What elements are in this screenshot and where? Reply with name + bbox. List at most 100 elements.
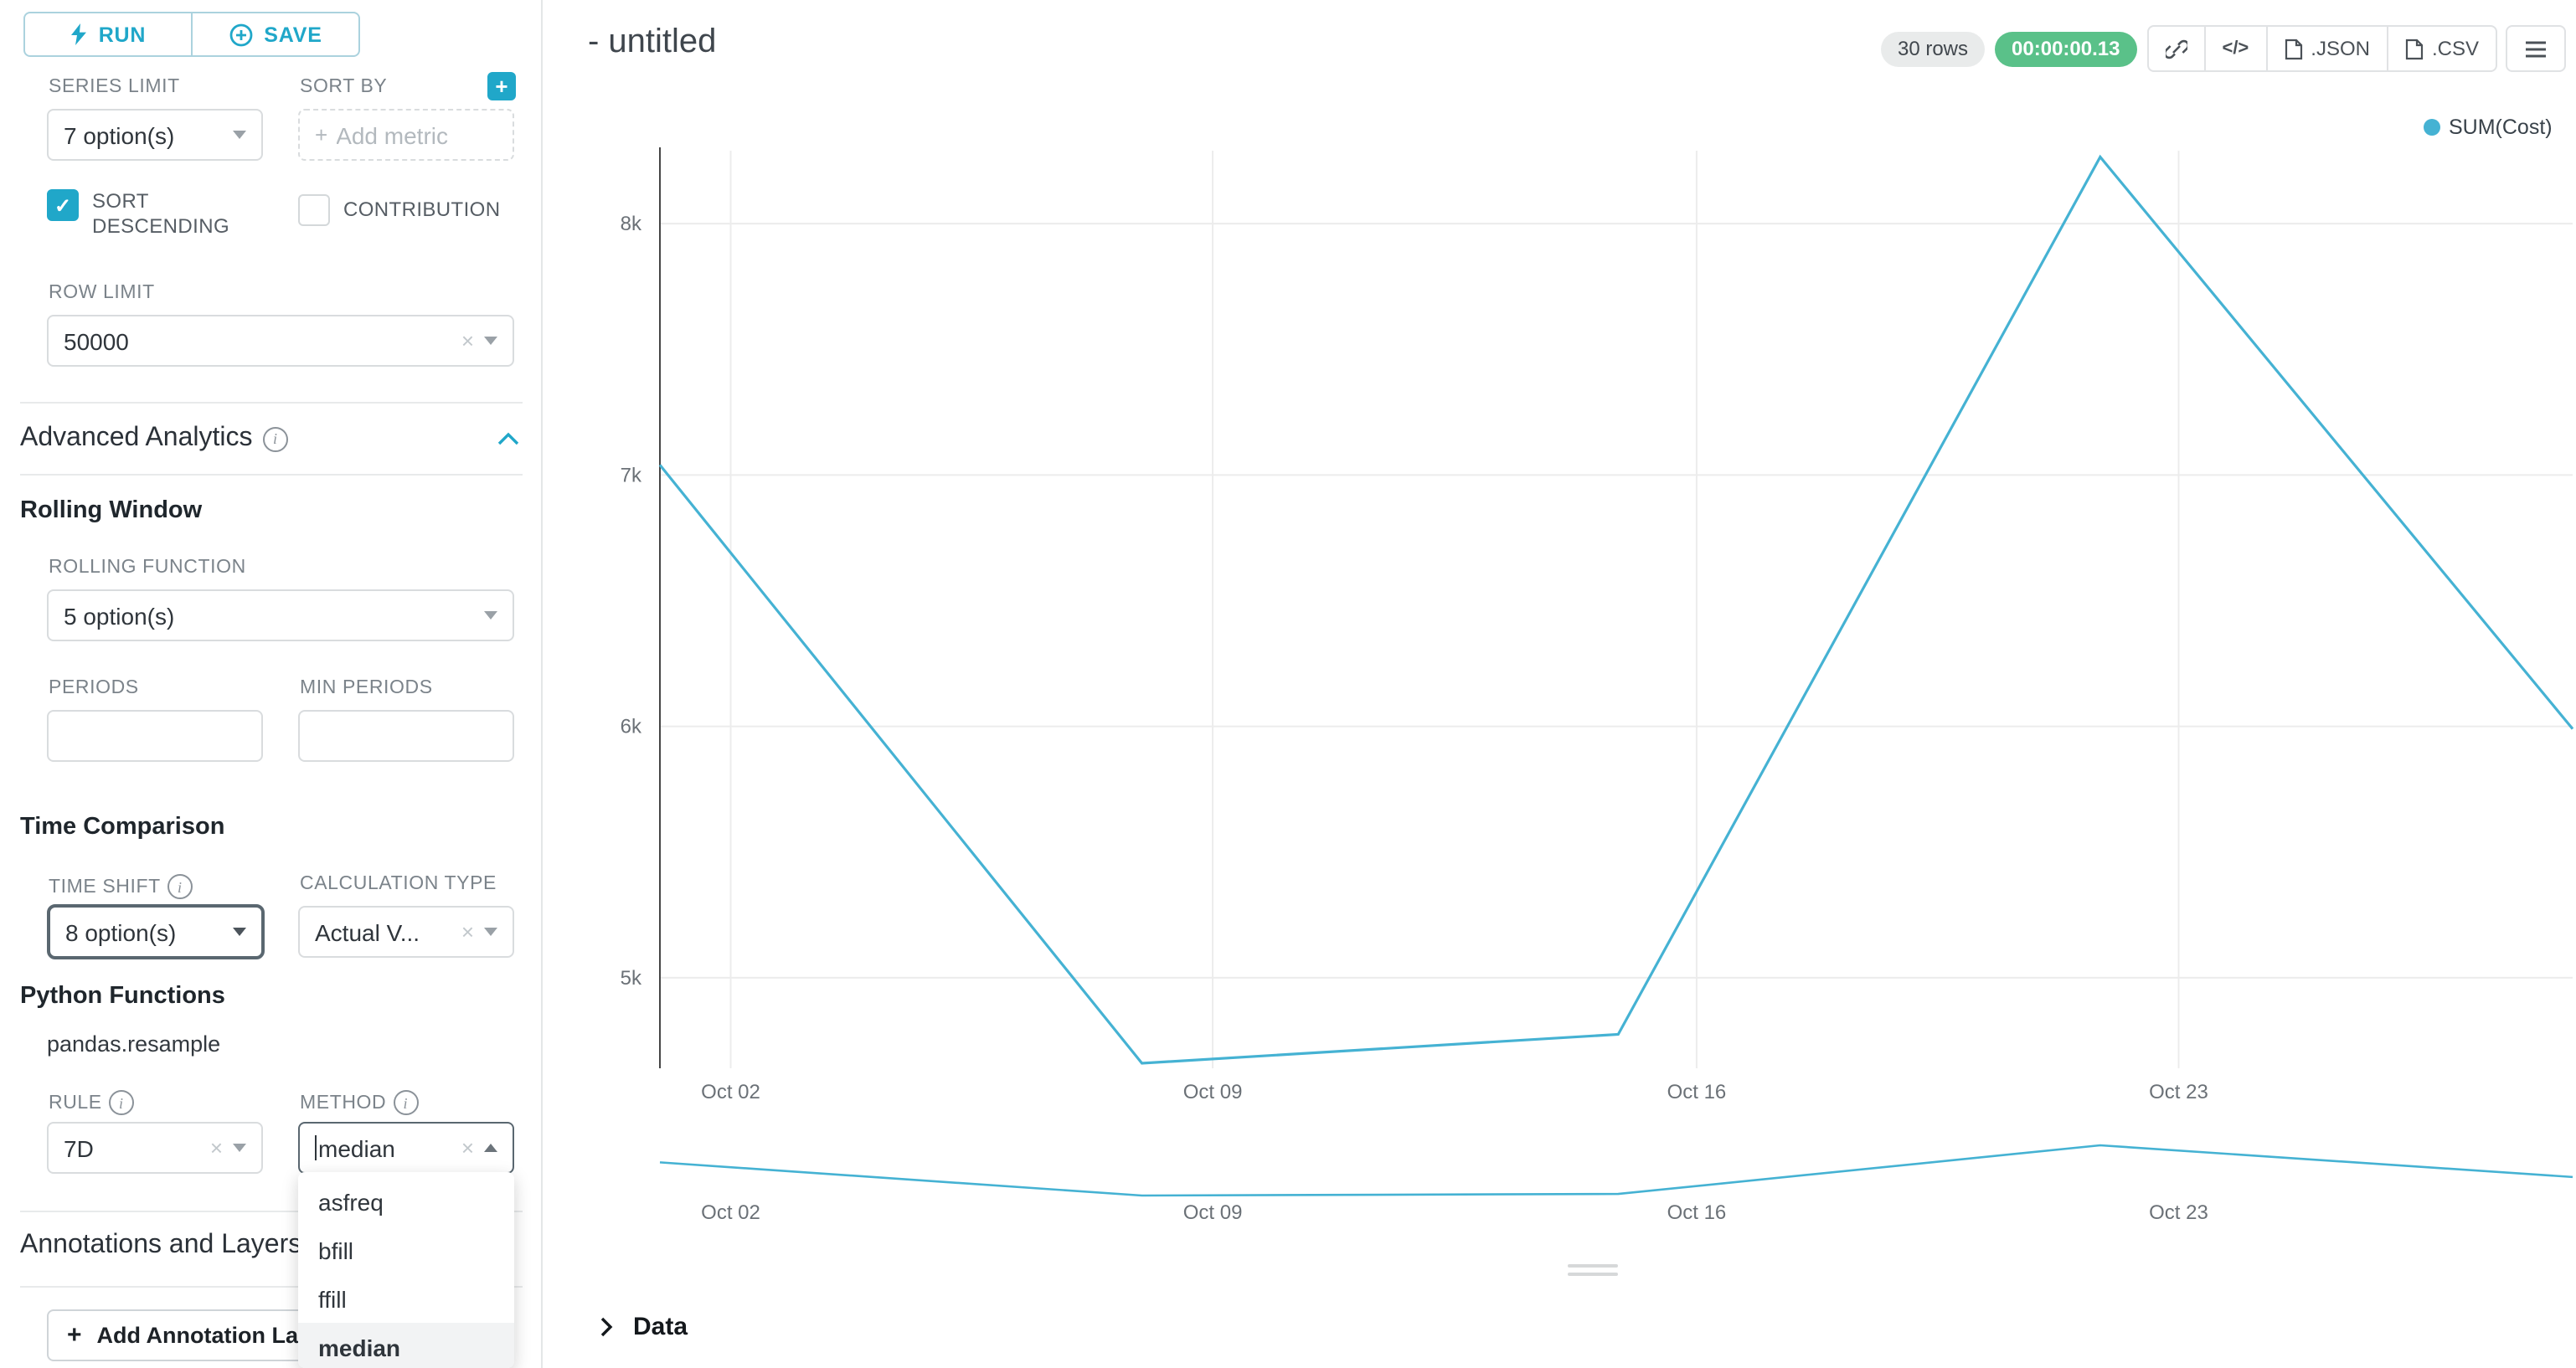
save-button[interactable]: SAVE bbox=[191, 12, 360, 57]
file-icon bbox=[2285, 38, 2302, 59]
chevron-right-icon bbox=[600, 1317, 613, 1337]
text-cursor bbox=[315, 1135, 317, 1160]
min-periods-label: MIN PERIODS bbox=[300, 678, 433, 698]
rule-select[interactable]: 7D × bbox=[47, 1122, 263, 1174]
info-icon[interactable]: i bbox=[262, 426, 288, 451]
rolling-function-select[interactable]: 5 option(s) bbox=[47, 589, 514, 641]
svg-text:5k: 5k bbox=[621, 967, 642, 990]
mini-preview-chart[interactable]: Oct 02 Oct 09 Oct 16 Oct 23 bbox=[544, 1132, 2576, 1236]
method-label: METHOD i bbox=[300, 1090, 419, 1115]
divider bbox=[20, 402, 523, 404]
chevron-down-icon bbox=[484, 928, 497, 936]
method-label-text: METHOD bbox=[300, 1093, 387, 1113]
time-shift-label: TIME SHIFT i bbox=[49, 874, 193, 899]
svg-text:Oct 16: Oct 16 bbox=[1667, 1081, 1727, 1103]
clear-icon[interactable]: × bbox=[461, 919, 474, 944]
handle-line bbox=[1568, 1264, 1618, 1268]
chart-legend[interactable]: SUM(Cost) bbox=[2424, 116, 2553, 139]
sort-descending-label: SORT DESCENDING bbox=[92, 189, 230, 238]
svg-text:Oct 23: Oct 23 bbox=[2149, 1081, 2208, 1103]
export-csv-button[interactable]: .CSV bbox=[2386, 25, 2497, 72]
lightning-icon bbox=[70, 23, 86, 45]
info-icon[interactable]: i bbox=[393, 1090, 419, 1115]
contribution-checkbox[interactable] bbox=[298, 194, 330, 226]
link-icon bbox=[2165, 39, 2187, 59]
run-save-group: RUN SAVE bbox=[23, 12, 360, 57]
method-combobox[interactable]: median × bbox=[298, 1122, 514, 1174]
time-shift-label-text: TIME SHIFT bbox=[49, 877, 161, 897]
time-comparison-title: Time Comparison bbox=[20, 814, 225, 841]
svg-text:7k: 7k bbox=[621, 464, 642, 486]
sort-descending-checkbox[interactable]: ✓ bbox=[47, 189, 79, 221]
contribution-label: CONTRIBUTION bbox=[343, 198, 501, 221]
rule-label: RULE i bbox=[49, 1090, 134, 1115]
pandas-resample-subtitle: pandas.resample bbox=[47, 1031, 221, 1057]
series-limit-label: SERIES LIMIT bbox=[49, 77, 180, 97]
row-limit-select[interactable]: 50000 × bbox=[47, 315, 514, 367]
run-button[interactable]: RUN bbox=[23, 12, 193, 57]
divider bbox=[20, 1211, 523, 1212]
row-limit-value: 50000 bbox=[64, 327, 129, 354]
info-icon[interactable]: i bbox=[108, 1090, 134, 1115]
clear-icon[interactable]: × bbox=[461, 328, 474, 353]
time-shift-value: 8 option(s) bbox=[65, 918, 177, 945]
svg-text:Oct 02: Oct 02 bbox=[701, 1201, 760, 1224]
series-limit-select[interactable]: 7 option(s) bbox=[47, 109, 263, 161]
python-functions-title: Python Functions bbox=[20, 983, 225, 1010]
sort-by-select[interactable]: + Add metric bbox=[298, 109, 514, 161]
min-periods-input[interactable] bbox=[298, 710, 514, 762]
method-option-ffill[interactable]: ffill bbox=[318, 1285, 347, 1312]
chevron-down-icon bbox=[233, 928, 246, 936]
svg-text:Oct 16: Oct 16 bbox=[1667, 1201, 1727, 1224]
clear-icon[interactable]: × bbox=[461, 1135, 474, 1160]
svg-text:8k: 8k bbox=[621, 213, 642, 235]
more-menu-button[interactable] bbox=[2506, 25, 2566, 72]
control-panel: RUN SAVE SERIES LIMIT SORT BY + 7 option… bbox=[0, 0, 543, 1368]
chevron-down-icon bbox=[484, 611, 497, 620]
export-json-button[interactable]: .JSON bbox=[2265, 25, 2388, 72]
calculation-type-label: CALCULATION TYPE bbox=[300, 874, 497, 894]
rolling-function-label: ROLLING FUNCTION bbox=[49, 558, 246, 578]
svg-text:Oct 09: Oct 09 bbox=[1183, 1081, 1243, 1103]
add-metric-plus-button[interactable]: + bbox=[487, 72, 516, 100]
sort-by-placeholder: Add metric bbox=[336, 121, 449, 148]
advanced-analytics-header[interactable]: Advanced Analytics i bbox=[20, 424, 519, 454]
embed-code-button[interactable]: </> bbox=[2203, 25, 2268, 72]
info-icon[interactable]: i bbox=[167, 874, 193, 899]
rule-value: 7D bbox=[64, 1134, 94, 1161]
copy-link-button[interactable] bbox=[2146, 25, 2206, 72]
rolling-function-value: 5 option(s) bbox=[64, 602, 175, 629]
method-option-median[interactable]: median bbox=[298, 1323, 514, 1368]
add-annotation-layer-button[interactable]: + Add Annotation Layer bbox=[47, 1309, 514, 1361]
data-panel-label: Data bbox=[633, 1313, 688, 1341]
rule-label-text: RULE bbox=[49, 1093, 102, 1113]
row-limit-label: ROW LIMIT bbox=[49, 283, 155, 303]
calculation-type-value: Actual V... bbox=[315, 918, 420, 945]
chevron-up-icon[interactable] bbox=[497, 432, 519, 445]
sort-descending-row: ✓ SORT DESCENDING bbox=[47, 189, 246, 239]
data-panel-toggle[interactable]: Data bbox=[600, 1313, 688, 1341]
save-plus-icon bbox=[229, 23, 252, 46]
svg-text:Oct 09: Oct 09 bbox=[1183, 1201, 1243, 1224]
time-shift-select[interactable]: 8 option(s) bbox=[47, 904, 265, 959]
csv-label: .CSV bbox=[2431, 37, 2479, 60]
calculation-type-select[interactable]: Actual V... × bbox=[298, 906, 514, 958]
rolling-window-title: Rolling Window bbox=[20, 497, 203, 524]
save-label: SAVE bbox=[264, 23, 322, 46]
advanced-analytics-title: Advanced Analytics bbox=[20, 424, 253, 452]
periods-label: PERIODS bbox=[49, 678, 139, 698]
divider bbox=[20, 474, 523, 476]
clear-icon[interactable]: × bbox=[209, 1135, 223, 1160]
method-option-asfreq[interactable]: asfreq bbox=[318, 1188, 384, 1215]
method-option-bfill[interactable]: bfill bbox=[318, 1237, 354, 1263]
series-limit-value: 7 option(s) bbox=[64, 121, 175, 148]
sort-by-label: SORT BY bbox=[300, 77, 388, 97]
periods-input[interactable] bbox=[47, 710, 263, 762]
rows-badge: 30 rows bbox=[1880, 31, 1986, 66]
resize-handle[interactable] bbox=[1568, 1264, 1618, 1281]
chevron-down-icon bbox=[484, 337, 497, 345]
add-annotation-label: Add Annotation Layer bbox=[96, 1323, 332, 1348]
chart-title[interactable]: - untitled bbox=[588, 23, 717, 60]
plus-icon: + bbox=[67, 1321, 82, 1350]
